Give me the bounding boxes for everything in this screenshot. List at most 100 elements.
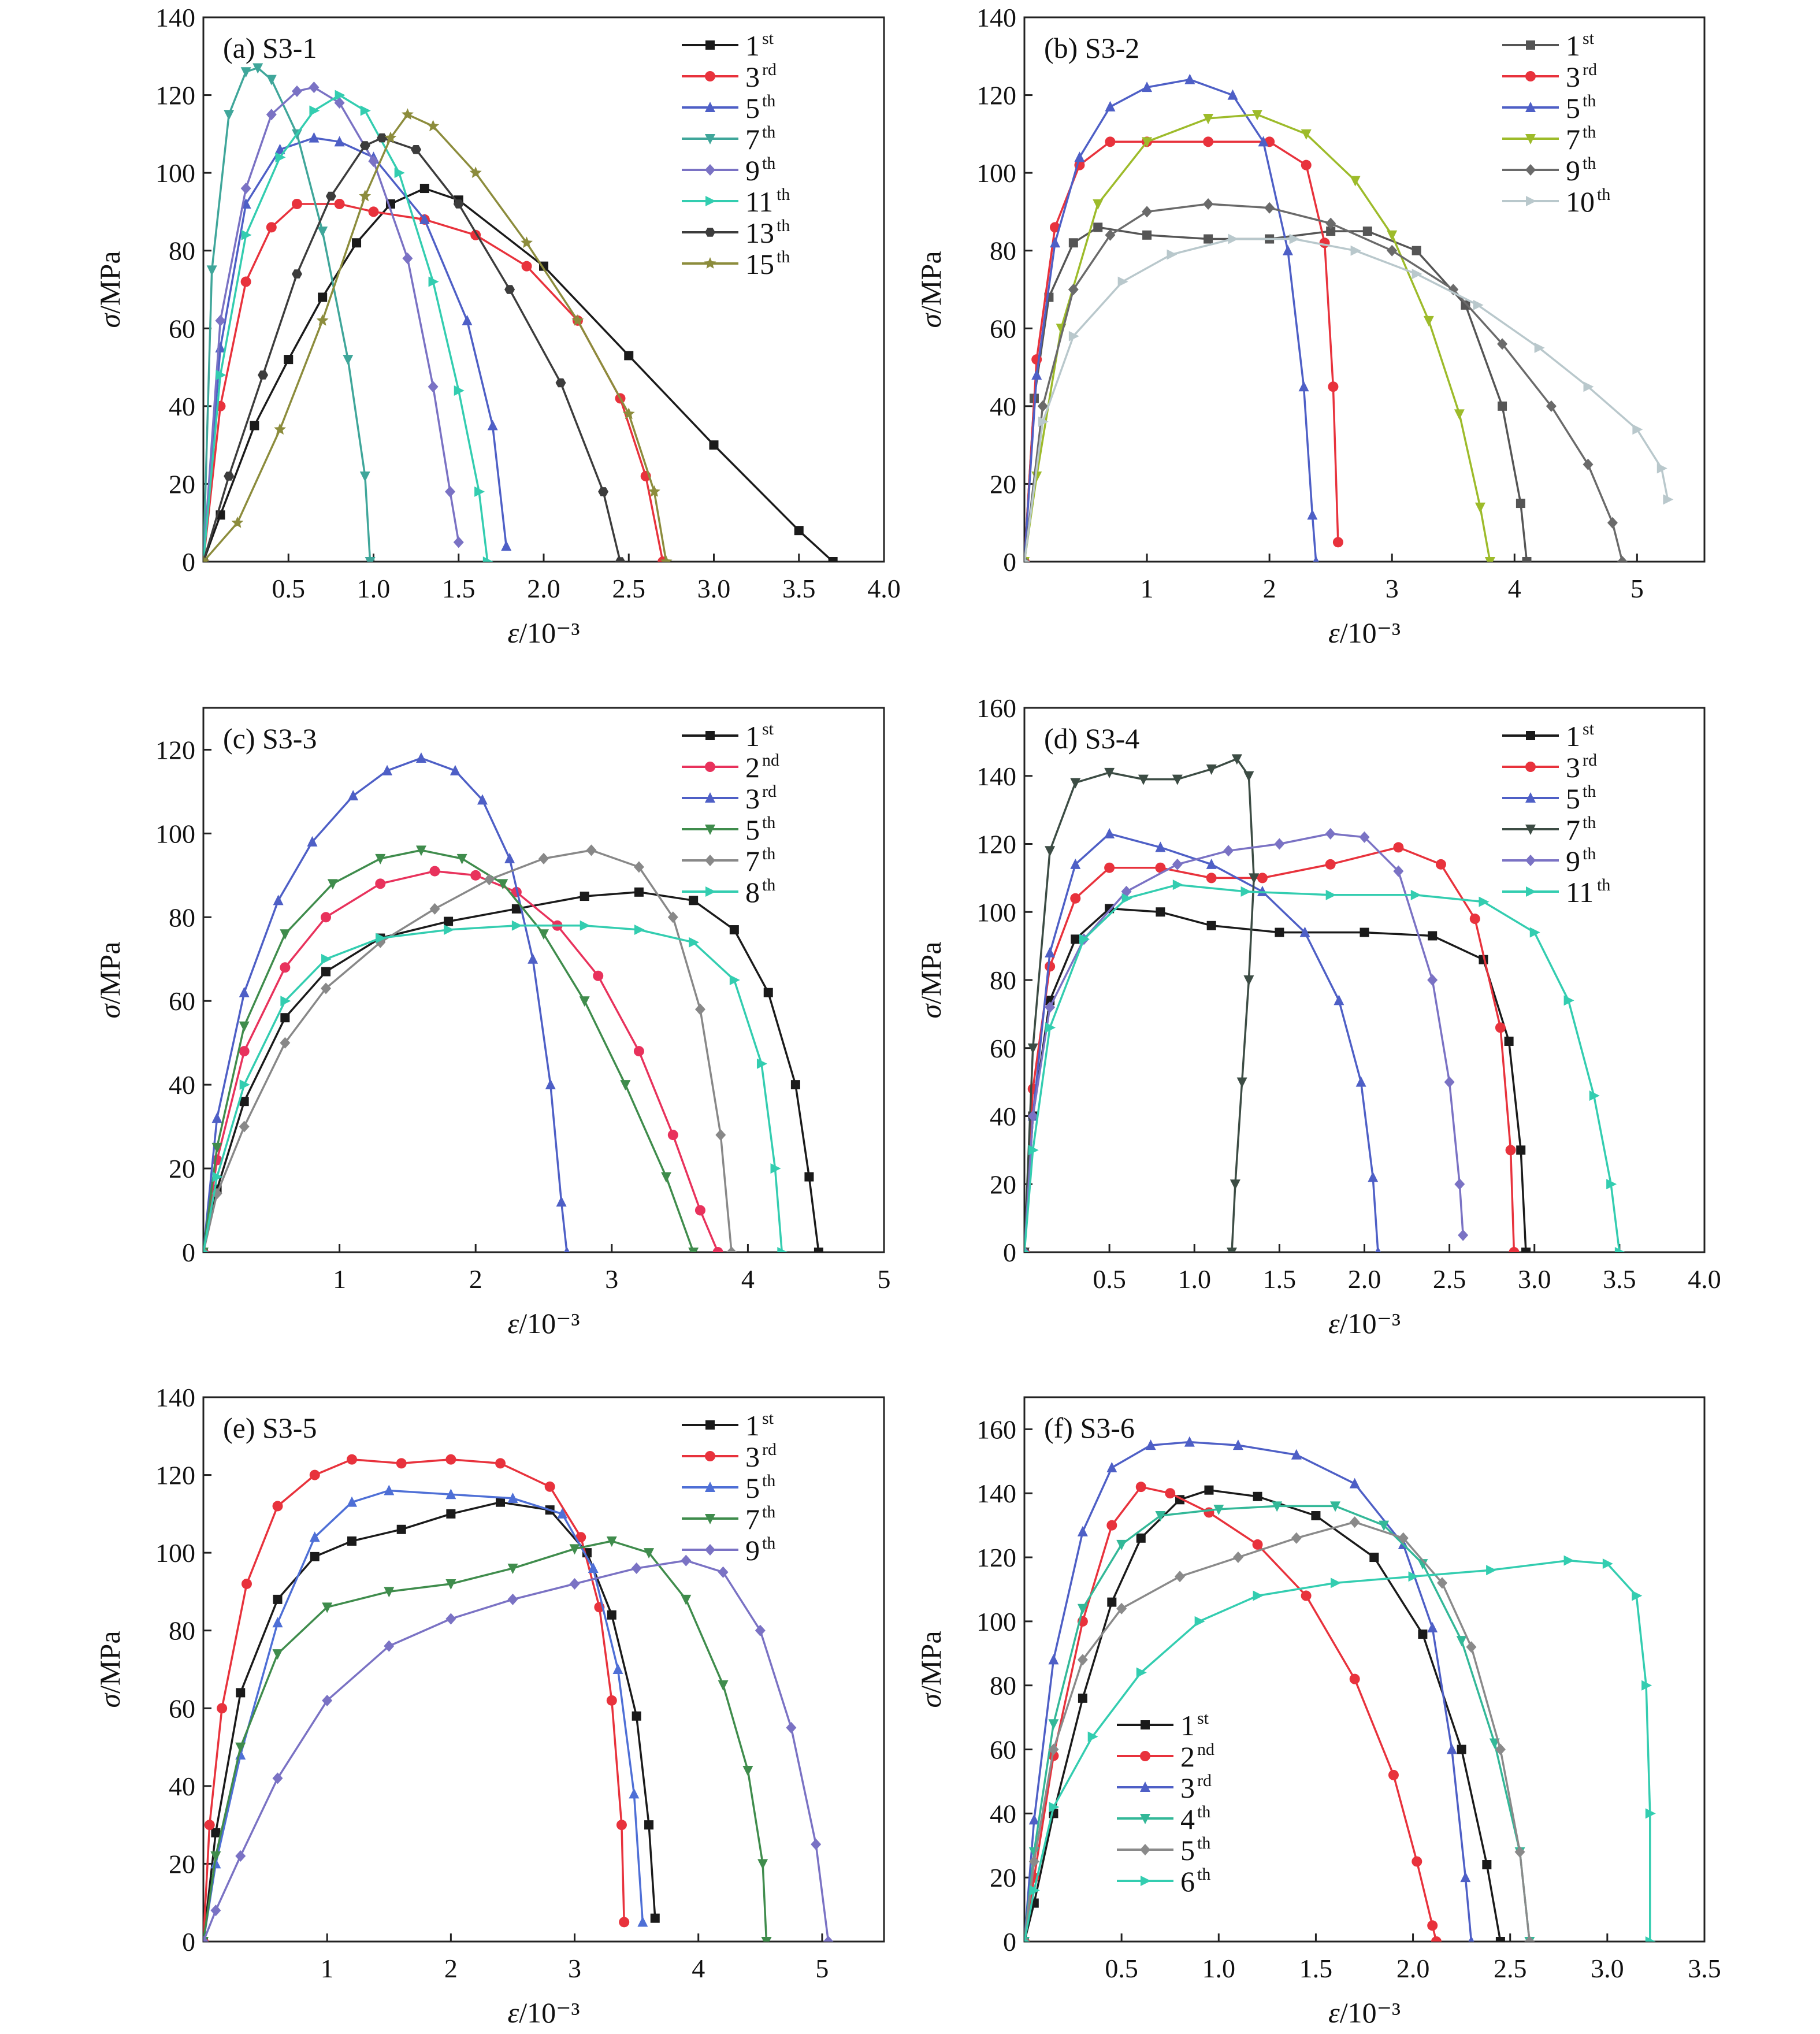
y-tick-label: 0 [1003, 547, 1016, 577]
data-point [650, 1913, 660, 1923]
y-axis-title: σ/MPa [915, 251, 947, 328]
data-point [1145, 1439, 1156, 1450]
data-point [347, 1496, 358, 1507]
legend-label: 7 [745, 845, 760, 877]
legend-label: 5 [745, 1472, 760, 1504]
data-point [1431, 1936, 1442, 1942]
data-point [236, 1688, 246, 1698]
legend-suffix: th [1583, 782, 1596, 801]
series-line [1024, 78, 1317, 562]
legend-label: 5 [1180, 1834, 1195, 1866]
data-point [204, 1820, 215, 1831]
data-point [1423, 316, 1434, 326]
data-point [1068, 238, 1078, 248]
legend-suffix: st [1197, 1709, 1209, 1728]
x-axis-title: ε/10⁻³ [1328, 1307, 1401, 1339]
legend-label: 3 [745, 1441, 760, 1473]
data-point [1045, 1001, 1056, 1014]
data-point [217, 1703, 228, 1714]
series-line [203, 136, 622, 562]
data-point [629, 1788, 640, 1799]
data-point [1028, 1855, 1039, 1868]
data-point [1194, 1616, 1205, 1627]
legend-label: 11 [1566, 876, 1594, 908]
y-tick-label: 20 [990, 1863, 1016, 1892]
x-tick-label: 4 [692, 1954, 705, 1983]
data-point [545, 1079, 556, 1090]
data-point [1142, 230, 1152, 240]
data-point [681, 1594, 692, 1605]
data-point [1497, 338, 1508, 350]
data-point [484, 874, 495, 886]
series-line [1024, 1441, 1473, 1942]
data-point [1460, 1872, 1471, 1883]
data-point [1227, 89, 1238, 100]
series-line [203, 849, 733, 1252]
data-point [712, 1247, 723, 1252]
series-line [203, 66, 372, 562]
data-point [280, 1037, 291, 1049]
data-point [615, 557, 626, 562]
data-point [292, 269, 302, 279]
legend-suffix: rd [1197, 1771, 1212, 1790]
legend-marker [705, 762, 715, 772]
y-tick-label: 0 [1003, 1927, 1016, 1957]
series-line [203, 849, 694, 1252]
data-point [445, 1454, 456, 1465]
data-point [206, 265, 217, 276]
data-point [1027, 1043, 1038, 1054]
data-point [477, 794, 488, 805]
data-point [1466, 1641, 1477, 1653]
data-point [1534, 342, 1545, 353]
data-point [402, 253, 413, 265]
series-1st [1024, 222, 1532, 562]
data-point [823, 1936, 834, 1942]
data-point [216, 370, 226, 381]
series-line [203, 1489, 644, 1942]
y-tick-label: 60 [990, 1034, 1016, 1063]
series-1st [203, 887, 823, 1252]
data-point [241, 1578, 252, 1589]
legend-marker [705, 855, 715, 866]
data-point [507, 1492, 518, 1503]
x-axis-title: ε/10⁻³ [508, 617, 580, 649]
data-point [1264, 202, 1275, 214]
data-point [729, 975, 740, 985]
data-point [1117, 276, 1128, 287]
data-point [1074, 151, 1085, 162]
data-point [359, 190, 372, 202]
series-line [1024, 1521, 1531, 1942]
legend-marker [1140, 1844, 1150, 1855]
data-point [1454, 409, 1465, 420]
y-tick-label: 100 [976, 158, 1016, 188]
x-tick-label: 3.5 [1688, 1954, 1721, 1983]
data-point [239, 1079, 250, 1090]
data-point [360, 105, 371, 116]
series-1st [1024, 904, 1531, 1252]
series-line [203, 86, 460, 562]
data-point [1393, 865, 1404, 877]
data-point [694, 1003, 705, 1015]
data-point [239, 1120, 250, 1133]
legend-marker [705, 886, 716, 897]
data-point [689, 937, 700, 948]
data-point [1516, 499, 1525, 509]
data-point [1105, 101, 1116, 112]
data-point [1071, 934, 1080, 944]
data-point [1504, 1036, 1514, 1046]
data-point [203, 1936, 209, 1942]
data-point [453, 536, 464, 548]
legend-label: 2 [1180, 1740, 1195, 1773]
data-point [384, 1587, 395, 1598]
data-point [275, 152, 286, 163]
series-2nd [203, 866, 723, 1252]
data-point [1184, 73, 1195, 84]
data-point [538, 852, 549, 864]
data-point [1645, 1936, 1656, 1942]
data-point [1529, 927, 1540, 938]
